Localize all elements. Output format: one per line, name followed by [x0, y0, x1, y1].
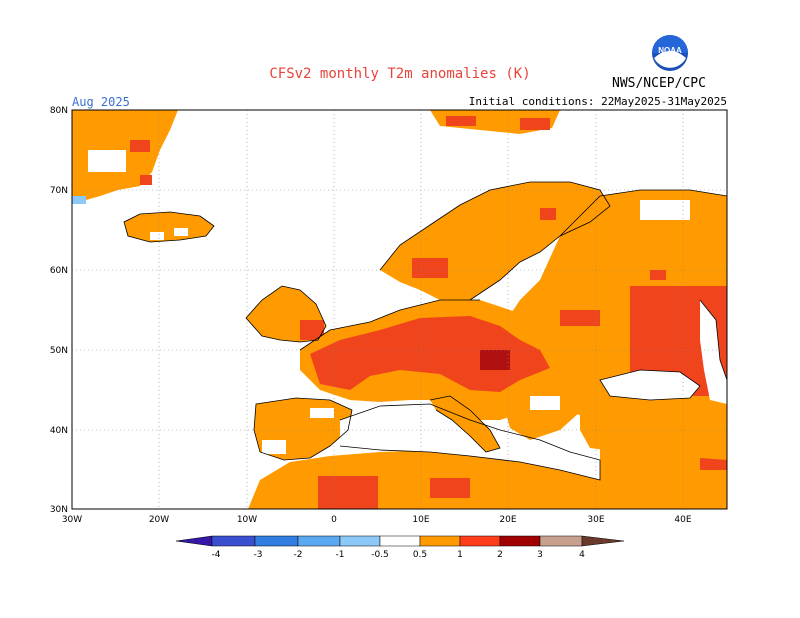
- colorbar-swatch: [297, 535, 341, 547]
- colorbar-label: -0.5: [371, 550, 389, 560]
- lon-label: 10W: [237, 515, 257, 525]
- lat-label: 40N: [50, 426, 68, 436]
- colorbar-label: -2: [294, 550, 303, 560]
- lat-label: 50N: [50, 346, 68, 356]
- balkans-region: [500, 388, 580, 440]
- colorbar-swatch: [254, 535, 299, 547]
- iceland-region: [124, 212, 214, 242]
- italy-region: [430, 396, 500, 452]
- colorbar-label: -1: [336, 550, 345, 560]
- colorbar-label: 2: [497, 550, 503, 560]
- colorbar-swatch: [211, 535, 256, 547]
- anomaly-field: [72, 110, 727, 509]
- black-sea: [600, 370, 700, 400]
- colorbar-swatch: [459, 535, 501, 547]
- lon-axis: 30W 20W 10W 0 10E 20E 30E 40E: [62, 515, 692, 525]
- colorbar-label: 3: [537, 550, 543, 560]
- lat-label: 80N: [50, 106, 68, 116]
- caspian-sea: [700, 300, 727, 404]
- colorbar-label: 4: [579, 550, 585, 560]
- lon-label: 30E: [587, 515, 604, 525]
- lon-label: 20W: [149, 515, 169, 525]
- colorbar-label: 0.5: [413, 550, 427, 560]
- lat-label: 70N: [50, 186, 68, 196]
- map-frame: [71, 109, 728, 510]
- turkey-region: [580, 402, 727, 460]
- lon-label: 20E: [499, 515, 516, 525]
- colorbar-swatch: [379, 535, 421, 547]
- lon-label: 10E: [412, 515, 429, 525]
- svg-text:NOAA: NOAA: [658, 46, 682, 55]
- lat-label: 30N: [50, 505, 68, 515]
- colorbar-swatch: [339, 535, 381, 547]
- colorbar-swatch: [499, 535, 541, 547]
- lon-label: 30W: [62, 515, 82, 525]
- initial-conditions: Initial conditions: 22May2025-31May2025: [468, 95, 727, 108]
- colorbar-swatch: [419, 535, 461, 547]
- colorbar-low-arrow: [175, 535, 213, 547]
- colorbar-high-arrow: [581, 535, 625, 547]
- chart-title: CFSv2 monthly T2m anomalies (K): [269, 66, 531, 82]
- forecast-month: Aug 2025: [72, 95, 130, 109]
- lat-axis: 80N 70N 60N 50N 40N 30N: [50, 106, 68, 515]
- noaa-logo: NOAA: [652, 35, 688, 71]
- lon-label: 0: [331, 515, 337, 525]
- lon-label: 40E: [674, 515, 691, 525]
- colorbar: -4 -3 -2 -1 -0.5 0.5 1 2 3 4: [175, 535, 625, 560]
- agency-label: NWS/NCEP/CPC: [612, 76, 706, 91]
- colorbar-label: 1: [457, 550, 463, 560]
- lat-label: 60N: [50, 266, 68, 276]
- colorbar-label: -3: [254, 550, 263, 560]
- coastlines: [123, 181, 728, 481]
- mediterranean-sea: [340, 404, 600, 480]
- colorbar-swatch: [539, 535, 583, 547]
- colorbar-label: -4: [212, 550, 221, 560]
